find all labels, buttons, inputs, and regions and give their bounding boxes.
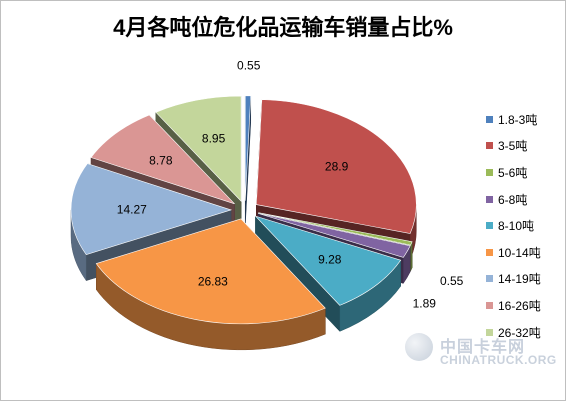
legend-swatch-4 xyxy=(486,222,493,230)
watermark-en: CHINATRUCK.ORG xyxy=(440,353,557,367)
chart-title: 4月各吨位危化品运输车销量占比% xyxy=(113,15,453,40)
legend-label-5: 10-14吨 xyxy=(498,245,541,260)
legend-label-3: 6-8吨 xyxy=(498,192,528,207)
legend-item-2: 5-6吨 xyxy=(486,159,564,186)
legend-item-4: 8-10吨 xyxy=(486,212,564,239)
data-label-2: 0.55 xyxy=(440,274,464,288)
legend-item-0: 1.8-3吨 xyxy=(486,106,564,133)
pie-slice-0 xyxy=(244,95,252,201)
legend-swatch-3 xyxy=(486,195,493,203)
data-label-8: 8.95 xyxy=(202,132,226,146)
data-label-4: 9.28 xyxy=(318,252,342,266)
legend-label-6: 14-19吨 xyxy=(498,272,541,287)
pie-slice-5 xyxy=(95,218,326,325)
legend-label-1: 3-5吨 xyxy=(498,139,528,154)
legend-item-6: 14-19吨 xyxy=(486,266,564,293)
chart-legend: 1.8-3吨 3-5吨 5-6吨 6-8吨 8-10吨 10-14吨 14-19吨 16-26… xyxy=(486,106,564,345)
legend-swatch-2 xyxy=(486,168,493,176)
watermark-cn: 中国卡车网 xyxy=(440,337,526,356)
legend-swatch-1 xyxy=(486,142,493,150)
pie-slice-3 xyxy=(257,213,411,258)
legend-label-4: 8-10吨 xyxy=(498,219,535,234)
legend-label-0: 1.8-3吨 xyxy=(498,112,538,127)
pie-slice-8 xyxy=(155,95,242,202)
watermark-logo-icon xyxy=(405,333,433,361)
legend-swatch-5 xyxy=(486,248,493,256)
legend-swatch-7 xyxy=(486,301,493,309)
data-label-1: 28.9 xyxy=(325,159,349,173)
legend-item-5: 10-14吨 xyxy=(486,239,564,266)
legend-label-2: 5-6吨 xyxy=(498,165,528,180)
pie-slice-1 xyxy=(256,99,417,234)
pie-slice-4 xyxy=(254,215,402,306)
legend-swatch-0 xyxy=(486,115,493,123)
data-label-3: 1.89 xyxy=(413,296,437,310)
pie-slice-2 xyxy=(258,212,413,246)
legend-swatch-8 xyxy=(486,328,493,336)
pie-slice-side-2 xyxy=(410,241,413,272)
pie-slice-6 xyxy=(70,163,232,255)
legend-swatch-6 xyxy=(486,275,493,283)
legend-item-3: 6-8吨 xyxy=(486,186,564,213)
data-label-6: 14.27 xyxy=(117,202,147,216)
legend-label-7: 16-26吨 xyxy=(498,298,541,313)
legend-item-8: 26-32吨 xyxy=(486,319,564,346)
data-label-0: 0.55 xyxy=(237,59,261,73)
legend-item-1: 3-5吨 xyxy=(486,133,564,160)
data-label-5: 26.83 xyxy=(198,274,228,288)
pie-slice-7 xyxy=(90,114,235,205)
legend-item-7: 16-26吨 xyxy=(486,292,564,319)
legend-label-8: 26-32吨 xyxy=(498,325,541,340)
data-label-7: 8.78 xyxy=(149,153,173,167)
